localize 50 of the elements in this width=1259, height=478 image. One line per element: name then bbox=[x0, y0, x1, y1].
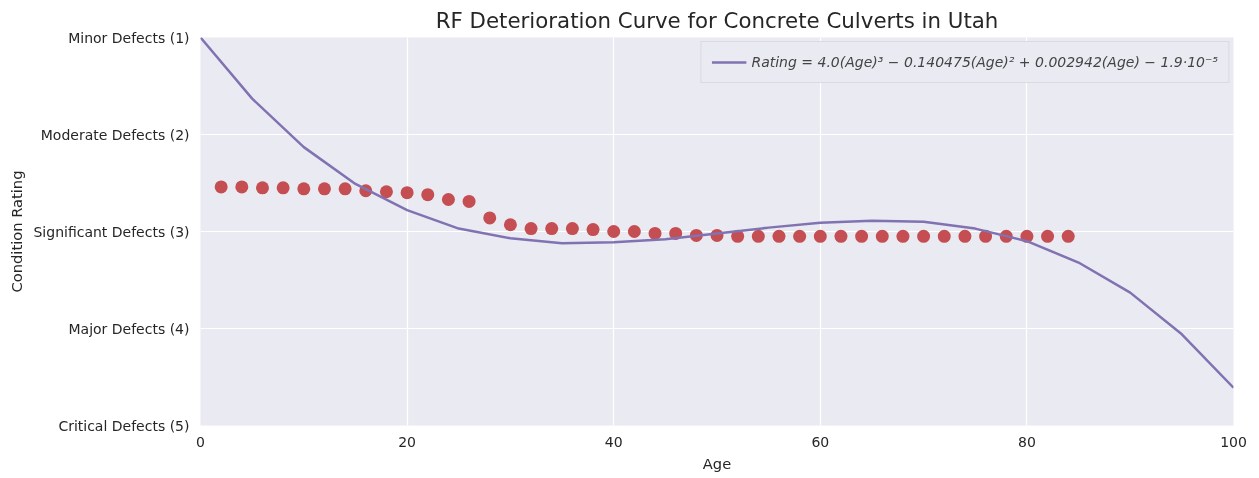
point bbox=[565, 222, 579, 236]
point bbox=[235, 180, 249, 194]
point bbox=[441, 193, 455, 206]
y-axis-title: Condition Rating bbox=[8, 170, 26, 293]
point bbox=[607, 225, 621, 238]
point bbox=[855, 229, 869, 243]
point bbox=[648, 226, 662, 240]
point bbox=[483, 211, 497, 225]
x-tick-label: 20 bbox=[398, 433, 417, 450]
legend-label: Rating = 4.0(Age)³ − 0.140475(Age)² + 0.002942(Age) − 1.9·10⁻⁵ bbox=[751, 54, 1218, 70]
point bbox=[834, 229, 848, 243]
chart-title: RF Deterioration Curve for Concrete Culverts in Utah bbox=[435, 7, 999, 33]
point bbox=[524, 222, 538, 236]
point bbox=[1061, 229, 1075, 243]
point bbox=[627, 225, 641, 238]
point bbox=[338, 182, 352, 196]
point bbox=[751, 229, 765, 243]
point bbox=[586, 223, 600, 237]
y-tick-label: Minor Defects (1) bbox=[68, 29, 190, 46]
point bbox=[276, 181, 290, 195]
y-tick-label: Critical Defects (5) bbox=[58, 417, 190, 434]
point bbox=[317, 182, 331, 196]
line-series bbox=[200, 37, 1234, 389]
point bbox=[255, 181, 269, 195]
x-tick-label: 100 bbox=[1220, 433, 1247, 450]
point bbox=[421, 188, 435, 202]
point bbox=[400, 186, 414, 200]
point bbox=[545, 222, 559, 236]
y-tick-label: Major Defects (4) bbox=[68, 320, 190, 337]
point bbox=[297, 182, 311, 196]
point bbox=[917, 229, 931, 243]
x-tick-label: 40 bbox=[604, 433, 623, 450]
point bbox=[896, 229, 910, 243]
y-tick-label: Significant Defects (3) bbox=[33, 223, 190, 240]
point bbox=[462, 194, 476, 208]
point bbox=[813, 229, 827, 243]
point bbox=[958, 229, 972, 243]
point bbox=[937, 229, 951, 243]
point bbox=[772, 229, 786, 243]
x-axis-title: Age bbox=[702, 454, 732, 472]
point bbox=[214, 180, 228, 194]
point bbox=[793, 229, 807, 243]
x-tick-label: 80 bbox=[1017, 433, 1036, 450]
point bbox=[875, 229, 889, 243]
point bbox=[379, 185, 393, 199]
x-tick-label: 0 bbox=[196, 433, 205, 450]
y-tick-label: Moderate Defects (2) bbox=[40, 126, 190, 143]
point bbox=[503, 218, 517, 232]
point bbox=[1041, 229, 1055, 243]
x-tick-label: 60 bbox=[811, 433, 830, 450]
